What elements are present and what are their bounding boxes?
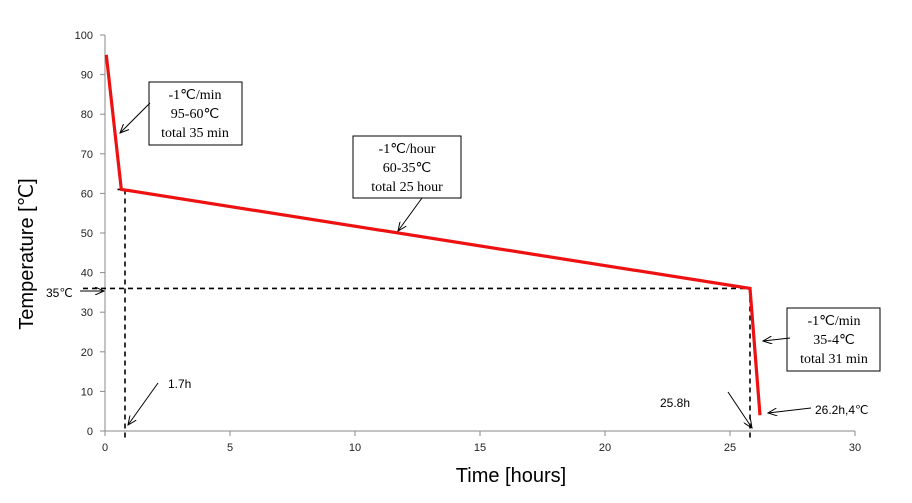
- annotation-arrow-stage2: [398, 197, 423, 231]
- label-25-8h: 25.8h: [660, 396, 690, 410]
- x-tick-label: 30: [849, 442, 861, 454]
- annotation-arrow-stage3: [763, 338, 791, 341]
- y-tick-label: 30: [81, 307, 93, 319]
- annotations: -1℃/min 95-60℃ total 35 min -1℃/hour 60-35℃ t…: [46, 81, 881, 428]
- reference-lines: [83, 188, 751, 439]
- annotation-text-stage3: total 31 min: [800, 352, 868, 367]
- annotation-box-stage3: [786, 307, 881, 372]
- annotation-text-stage2: -1℃/hour: [379, 142, 436, 157]
- y-tick-label: 80: [81, 109, 93, 121]
- y-tick-label: 10: [81, 386, 93, 398]
- label-35c: 35℃: [46, 286, 73, 300]
- series-group: [104, 54, 762, 416]
- axes: 0 10 20 30 40 50 60 70 80 90 100 0 5 10 15 20 25 30: [75, 30, 861, 454]
- annotation-box-stage1: [148, 81, 243, 146]
- y-tick-label: 90: [81, 70, 93, 82]
- y-tick-label: 70: [81, 149, 93, 161]
- annotation-text-stage1: -1℃/min: [168, 88, 221, 103]
- x-tick-label: 20: [599, 442, 611, 454]
- y-tick-label: 20: [81, 347, 93, 359]
- x-tick-label: 5: [227, 442, 233, 454]
- y-tick-label: 50: [81, 228, 93, 240]
- arrow-25-8h: [727, 391, 752, 428]
- label-1-7h: 1.7h: [168, 377, 191, 391]
- annotation-text-stage2: 60-35℃: [383, 161, 431, 176]
- annotation-text-stage3: -1℃/min: [807, 314, 860, 329]
- y-tick-label: 0: [87, 426, 93, 438]
- x-tick-label: 15: [474, 442, 486, 454]
- annotation-text-stage2: total 25 hour: [371, 180, 443, 195]
- arrow-1-7h: [128, 382, 159, 425]
- annotation-text-stage1: 95-60℃: [171, 107, 219, 122]
- x-axis-title: Time [hours]: [456, 465, 566, 487]
- label-end-point: 26.2h,4℃: [815, 403, 869, 417]
- y-tick-label: 60: [81, 188, 93, 200]
- annotation-arrow-stage1: [120, 102, 151, 133]
- arrow-end-point: [768, 407, 812, 413]
- y-axis-title: Temperature [℃]: [16, 178, 38, 329]
- annotation-box-stage2: [352, 135, 462, 199]
- series-line: [104, 54, 762, 416]
- y-tick-label: 40: [81, 268, 93, 280]
- x-tick-label: 0: [102, 442, 108, 454]
- y-tick-label: 100: [75, 30, 93, 42]
- annotation-text-stage1: total 35 min: [161, 126, 229, 141]
- x-tick-label: 25: [724, 442, 736, 454]
- x-tick-label: 10: [349, 442, 361, 454]
- annotation-text-stage3: 35-4℃: [813, 333, 854, 348]
